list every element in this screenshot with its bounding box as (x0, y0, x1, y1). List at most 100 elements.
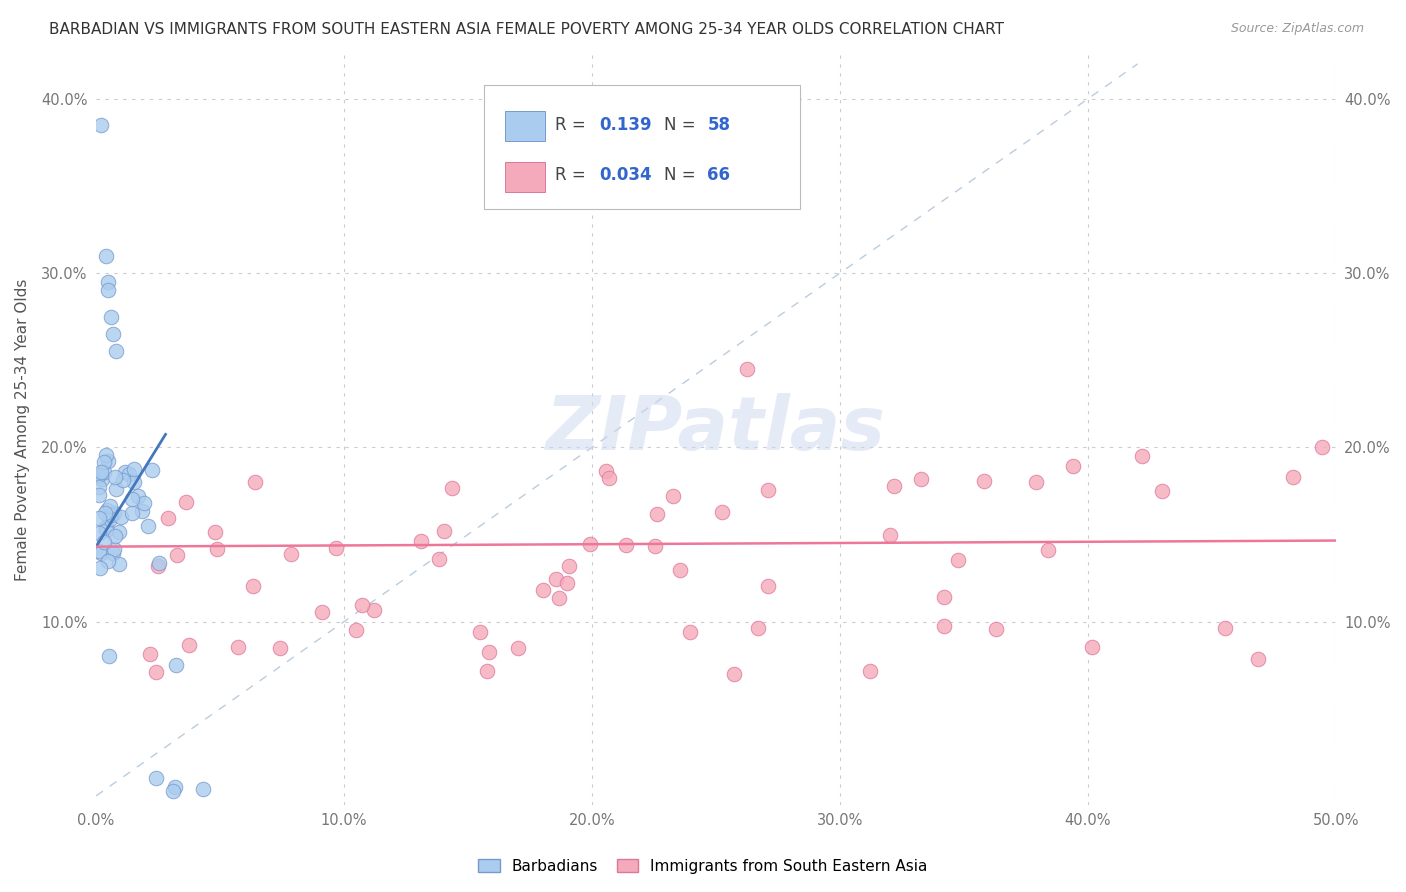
Point (1062, 458, 1084, 473)
Point (121, 492, 143, 507)
Point (110, 510, 132, 524)
Point (756, 579, 779, 593)
Point (166, 548, 188, 562)
Point (557, 576, 579, 591)
Point (138, 647, 160, 661)
Point (97, 275, 120, 289)
Point (735, 362, 758, 376)
Point (96, 503, 118, 517)
Point (87, 525, 110, 540)
Point (90, 465, 112, 479)
Text: R =: R = (555, 116, 591, 134)
Point (558, 559, 581, 574)
Point (427, 552, 450, 566)
Point (910, 472, 932, 486)
Point (121, 506, 143, 520)
Point (984, 622, 1007, 636)
Point (98, 499, 121, 513)
Point (1310, 440, 1333, 454)
Text: BARBADIAN VS IMMIGRANTS FROM SOUTH EASTERN ASIA FEMALE POVERTY AMONG 25-34 YEAR : BARBADIAN VS IMMIGRANTS FROM SOUTH EASTE… (49, 22, 1004, 37)
Point (100, 310, 122, 324)
Point (124, 462, 146, 476)
Point (98, 511, 121, 525)
Point (506, 640, 529, 655)
Point (280, 547, 302, 561)
Point (127, 489, 149, 503)
Point (93, 535, 115, 549)
Point (87, 488, 110, 502)
Point (644, 539, 666, 553)
Point (103, 326, 125, 341)
Point (107, 524, 129, 539)
Point (93, 506, 115, 520)
Point (114, 465, 136, 479)
Point (179, 638, 201, 652)
Point (614, 538, 637, 552)
Point (669, 562, 692, 576)
Point (145, 772, 167, 786)
Point (104, 469, 127, 483)
Point (87, 480, 110, 494)
Point (1246, 652, 1268, 666)
Point (478, 644, 501, 658)
Point (100, 508, 122, 522)
Point (97, 284, 120, 298)
Point (174, 494, 197, 508)
Point (141, 463, 163, 477)
Point (859, 664, 882, 678)
Point (104, 482, 127, 496)
Point (145, 665, 167, 679)
Point (973, 475, 995, 489)
Point (350, 598, 373, 612)
Point (191, 781, 214, 796)
Point (598, 471, 620, 485)
Point (1213, 621, 1236, 635)
Point (934, 619, 956, 633)
Point (946, 552, 969, 566)
Point (157, 511, 180, 525)
Point (710, 505, 733, 519)
Text: 0.034: 0.034 (599, 166, 652, 184)
Point (205, 541, 228, 556)
Point (1080, 640, 1102, 655)
Point (758, 483, 780, 497)
Point (411, 533, 433, 548)
Text: N =: N = (664, 116, 700, 134)
Point (112, 474, 135, 488)
Point (269, 641, 291, 656)
Point (441, 481, 464, 495)
Point (91, 472, 114, 486)
Point (94, 249, 117, 263)
Point (1152, 483, 1174, 498)
Point (97, 649, 120, 664)
Point (883, 479, 905, 493)
Point (132, 496, 155, 510)
Text: Source: ZipAtlas.com: Source: ZipAtlas.com (1230, 22, 1364, 36)
Point (122, 475, 145, 489)
Point (162, 783, 184, 797)
Text: R =: R = (555, 166, 591, 184)
Point (1282, 470, 1305, 484)
FancyBboxPatch shape (505, 112, 546, 141)
Point (87, 467, 110, 482)
Point (1025, 475, 1047, 489)
Y-axis label: Female Poverty Among 25-34 Year Olds: Female Poverty Among 25-34 Year Olds (15, 278, 30, 581)
Point (136, 518, 159, 533)
Point (104, 344, 127, 359)
Point (679, 624, 702, 639)
Point (228, 640, 250, 654)
Text: 0.139: 0.139 (599, 116, 652, 134)
Point (932, 591, 955, 605)
Point (325, 541, 347, 555)
Point (93, 465, 115, 479)
Point (97, 454, 120, 468)
Point (104, 528, 127, 542)
Point (163, 780, 186, 794)
Point (108, 558, 131, 572)
Point (579, 537, 602, 551)
Point (94, 523, 117, 537)
Point (544, 573, 567, 587)
Point (1038, 543, 1060, 558)
Point (723, 666, 745, 681)
Point (662, 489, 685, 503)
